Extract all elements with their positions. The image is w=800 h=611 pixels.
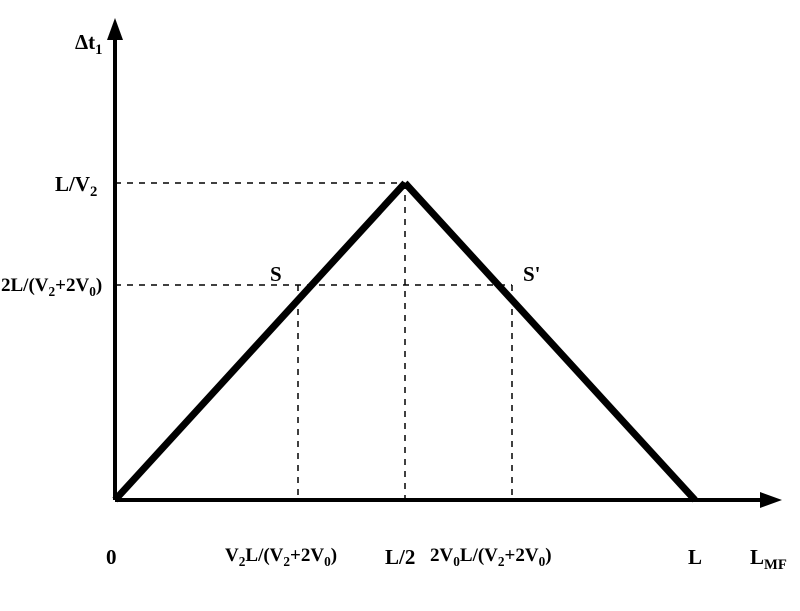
x-axis-title: LMF [750,545,787,574]
triangle-left [115,183,405,500]
diagram-container: { "diagram": { "type": "line", "canvas":… [0,0,800,611]
y-tick-s: 2L/(V2+2V0) [1,275,102,300]
x-tick-2: L/2 [385,545,415,570]
plot-svg [0,0,800,611]
y-tick-top: L/V2 [55,172,97,201]
x-axis-arrow [760,492,782,508]
s-label: S [270,262,282,287]
x-tick-3: 2V0L/(V2+2V0) [430,545,552,570]
x-tick-1: V2L/(V2+2V0) [225,545,337,570]
y-axis-arrow [107,18,123,40]
x-tick-L: L [688,545,702,570]
sprime-label: S' [523,262,541,287]
triangle-right [405,183,695,500]
origin-label: 0 [106,545,117,570]
y-axis-title: Δt1 [75,30,103,59]
